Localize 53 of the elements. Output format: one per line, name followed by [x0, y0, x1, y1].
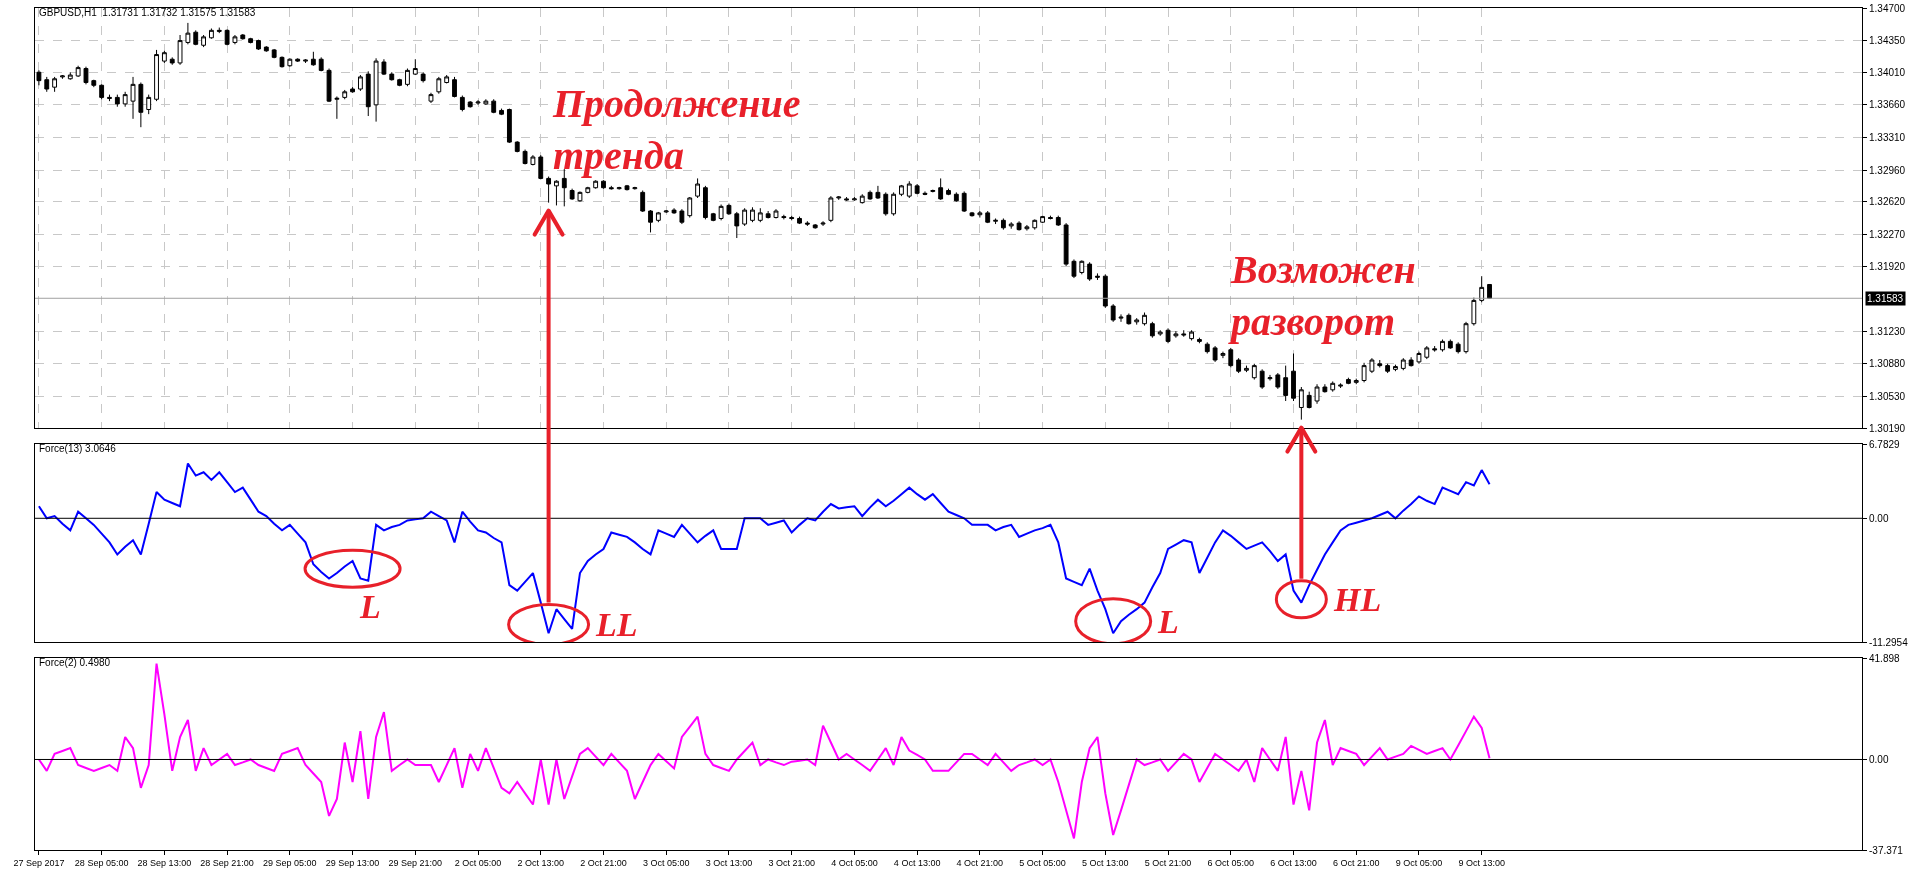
x-tick-label: 28 Sep 05:00: [74, 857, 129, 868]
x-tick-label: 9 Oct 13:00: [1458, 857, 1505, 868]
y-tick-label: 1.33310: [1869, 131, 1906, 143]
x-tick-label: 6 Oct 21:00: [1332, 857, 1380, 868]
y-tick-label: 1.32270: [1869, 228, 1906, 240]
y-tick-label: 1.32620: [1869, 196, 1906, 208]
chart-title: Force(2) 0.4980: [39, 657, 111, 668]
x-tick-label: 4 Oct 13:00: [893, 857, 941, 868]
y-tick-label: 1.30880: [1869, 358, 1906, 370]
annotation: HL: [1333, 581, 1382, 618]
annotation: L: [359, 588, 381, 625]
y-tick-label: 1.31230: [1869, 325, 1906, 337]
x-tick-label: 5 Oct 05:00: [1019, 857, 1066, 868]
y-tick-label: 1.33660: [1869, 99, 1906, 111]
chart-title: Force(13) 3.0646: [39, 443, 117, 454]
x-tick-label: 28 Sep 13:00: [137, 857, 192, 868]
y-tick-label: 1.34350: [1869, 35, 1906, 47]
x-tick-label: 9 Oct 05:00: [1395, 857, 1443, 868]
y-tick-label: -11.2954: [1869, 636, 1909, 648]
x-tick-label: 28 Sep 21:00: [200, 857, 254, 868]
annotation: LL: [595, 606, 638, 643]
y-tick-label: -37.371: [1869, 844, 1904, 856]
x-tick-label: 27 Sep 2017: [13, 857, 65, 868]
y-tick-label: 41.898: [1869, 652, 1901, 664]
annotation: Возможен разворот: [1228, 247, 1416, 344]
x-tick-label: 2 Oct 13:00: [517, 857, 565, 868]
x-tick-label: 2 Oct 21:00: [580, 857, 627, 868]
chart-title: GBPUSD,H1 1.31731 1.31732 1.31575 1.31583: [39, 7, 256, 18]
annotation: Продолжение тренда: [552, 81, 801, 178]
x-tick-label: 4 Oct 05:00: [831, 857, 878, 868]
x-tick-label: 5 Oct 21:00: [1144, 857, 1192, 868]
y-tick-label: 0.00: [1869, 753, 1889, 765]
x-tick-label: 3 Oct 21:00: [768, 857, 815, 868]
x-tick-label: 29 Sep 21:00: [388, 857, 443, 868]
y-tick-label: 0.00: [1869, 512, 1889, 524]
x-tick-label: 3 Oct 13:00: [705, 857, 753, 868]
annotation: L: [1157, 603, 1179, 640]
y-tick-label: 1.34010: [1869, 66, 1906, 78]
y-tick-label: 1.34700: [1869, 2, 1906, 14]
x-tick-label: 29 Sep 13:00: [325, 857, 380, 868]
x-tick-label: 6 Oct 05:00: [1207, 857, 1255, 868]
y-tick-label: 1.32960: [1869, 164, 1906, 176]
x-tick-label: 5 Oct 13:00: [1082, 857, 1129, 868]
x-tick-label: 6 Oct 13:00: [1270, 857, 1317, 868]
x-tick-label: 29 Sep 05:00: [263, 857, 317, 868]
x-tick-label: 4 Oct 21:00: [956, 857, 1004, 868]
y-tick-label: 1.31920: [1869, 261, 1906, 273]
x-tick-label: 2 Oct 05:00: [454, 857, 502, 868]
x-tick-label: 3 Oct 05:00: [642, 857, 690, 868]
ref-line-label: 1.31583: [1867, 293, 1904, 304]
y-tick-label: 1.30190: [1869, 422, 1906, 434]
y-tick-label: 1.30530: [1869, 390, 1906, 402]
y-tick-label: 6.7829: [1869, 438, 1901, 450]
